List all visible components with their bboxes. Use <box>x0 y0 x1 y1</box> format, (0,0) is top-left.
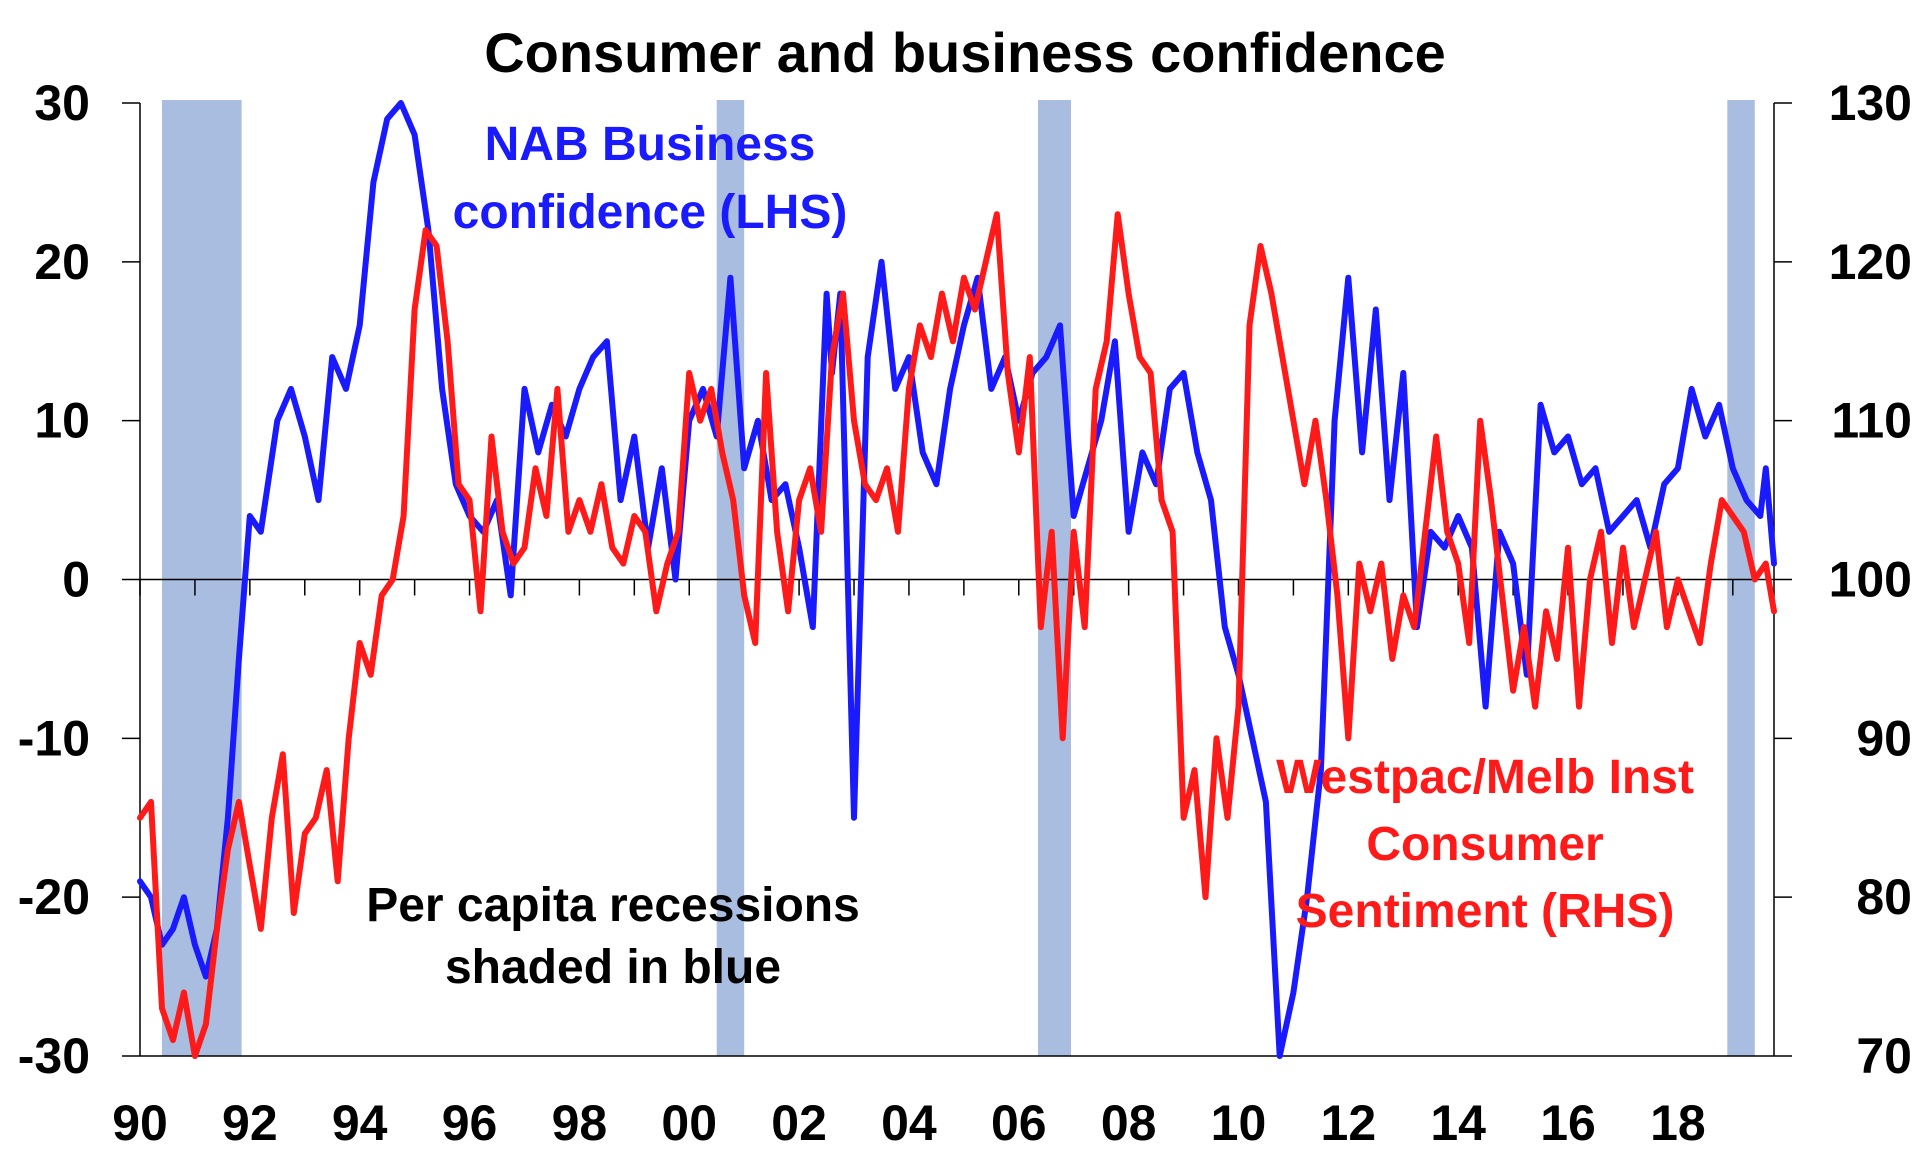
x-tick-label: 04 <box>881 1095 937 1151</box>
left-tick-label: -20 <box>18 869 90 925</box>
left-tick-label: 0 <box>62 552 90 608</box>
x-tick-label: 02 <box>771 1095 827 1151</box>
right-tick-label: 120 <box>1829 234 1912 290</box>
right-tick-label: 130 <box>1829 75 1912 131</box>
series-line-0 <box>137 100 1777 1059</box>
right-tick-label: 110 <box>1831 393 1912 449</box>
series-lines <box>137 100 1777 1059</box>
right-tick-label: 90 <box>1856 710 1912 766</box>
x-tick-label: 12 <box>1321 1095 1377 1151</box>
left-tick-label: 10 <box>34 393 90 449</box>
x-tick-label: 18 <box>1650 1095 1706 1151</box>
x-tick-label: 98 <box>552 1095 608 1151</box>
right-tick-label: 100 <box>1829 552 1912 608</box>
right-tick-label: 70 <box>1856 1028 1912 1084</box>
x-tick-label: 96 <box>442 1095 498 1151</box>
x-tick-label: 06 <box>991 1095 1047 1151</box>
annotation-westpac-consumer-sentiment-line-0: Westpac/Melb Inst <box>1276 751 1694 804</box>
x-tick-label: 92 <box>222 1095 278 1151</box>
axes <box>122 102 1792 1057</box>
x-tick-label: 00 <box>661 1095 717 1151</box>
series-line-1 <box>137 211 1777 1059</box>
left-tick-label: -30 <box>18 1028 90 1084</box>
recession-band-0 <box>161 100 242 1056</box>
left-tick-label: 20 <box>34 234 90 290</box>
left-tick-label: 30 <box>34 75 90 131</box>
right-tick-label: 80 <box>1856 869 1912 925</box>
recession-band-3 <box>1727 100 1755 1056</box>
annotation-westpac-consumer-sentiment-line-2: Sentiment (RHS) <box>1296 885 1675 938</box>
x-tick-label: 16 <box>1540 1095 1596 1151</box>
annotation-recession-note-line-1: shaded in blue <box>445 941 781 994</box>
x-tick-label: 10 <box>1211 1095 1267 1151</box>
annotations: NAB Business confidence (LHS) Westpac/Melb… <box>366 118 1694 994</box>
x-tick-label: 90 <box>112 1095 168 1151</box>
x-tick-label: 14 <box>1430 1095 1486 1151</box>
x-tick-label: 08 <box>1101 1095 1157 1151</box>
annotation-nab-business-confidence-line-1: confidence (LHS) <box>453 186 848 239</box>
left-tick-label: -10 <box>18 710 90 766</box>
x-tick-label: 94 <box>332 1095 388 1151</box>
annotation-recession-note-line-0: Per capita recessions <box>366 879 860 932</box>
annotation-westpac-consumer-sentiment-line-1: Consumer <box>1366 818 1603 871</box>
chart-title: Consumer and business confidence <box>484 21 1446 84</box>
annotation-nab-business-confidence-line-0: NAB Business <box>485 118 816 171</box>
